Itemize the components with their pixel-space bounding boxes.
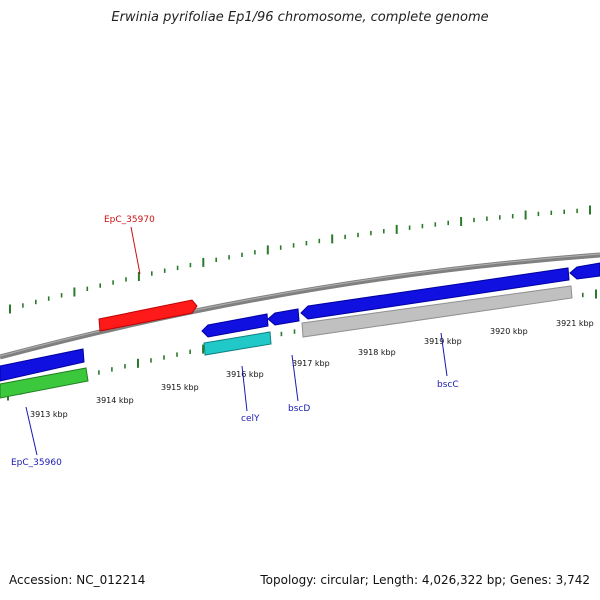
label-epc35960[interactable]: EpC_35960	[11, 458, 62, 468]
scale-label-3917: 3917 kbp	[292, 359, 330, 368]
scale-label-3918: 3918 kbp	[358, 348, 396, 357]
gene-blue-left[interactable]	[0, 348, 85, 382]
scale-label-3921: 3921 kbp	[556, 319, 594, 328]
gene-epc35970-red[interactable]	[98, 299, 198, 332]
gene-blue-cely-partner[interactable]	[201, 313, 269, 338]
accession-text: Accession: NC_012214	[9, 573, 146, 587]
scale-label-3919: 3919 kbp	[424, 337, 462, 346]
topology-text: Topology: circular; Length: 4,026,322 bp…	[260, 573, 590, 587]
outer-tick-ring	[9, 205, 591, 314]
label-epc35970[interactable]: EpC_35970	[104, 215, 155, 225]
label-bscc[interactable]: bscC	[437, 380, 459, 390]
gene-blue-right[interactable]	[569, 262, 600, 280]
label-cely[interactable]: celY	[241, 414, 260, 424]
leader-epc35960	[25, 406, 38, 456]
scale-label-3916: 3916 kbp	[226, 370, 264, 379]
map-title: Erwinia pyrifoliae Ep1/96 chromosome, co…	[111, 10, 489, 25]
scale-label-3913: 3913 kbp	[30, 410, 68, 419]
scale-label-3915: 3915 kbp	[161, 383, 199, 392]
gene-gray-long[interactable]	[301, 285, 573, 338]
gene-bscd[interactable]	[267, 308, 300, 326]
scale-label-3914: 3914 kbp	[96, 396, 134, 405]
leader-cely	[241, 365, 248, 412]
leader-bscd	[291, 354, 299, 402]
gene-bscc[interactable]	[300, 267, 570, 320]
label-bscd[interactable]: bscD	[288, 404, 310, 414]
chromosome-backbone-highlight	[0, 253, 600, 357]
gene-green-left[interactable]	[0, 367, 89, 399]
leader-bscc	[440, 332, 448, 377]
scale-label-3920: 3920 kbp	[490, 327, 528, 336]
gene-cely-cyan[interactable]	[203, 331, 272, 356]
leader-epc35970	[130, 226, 141, 275]
chromosome-backbone	[0, 252, 600, 360]
